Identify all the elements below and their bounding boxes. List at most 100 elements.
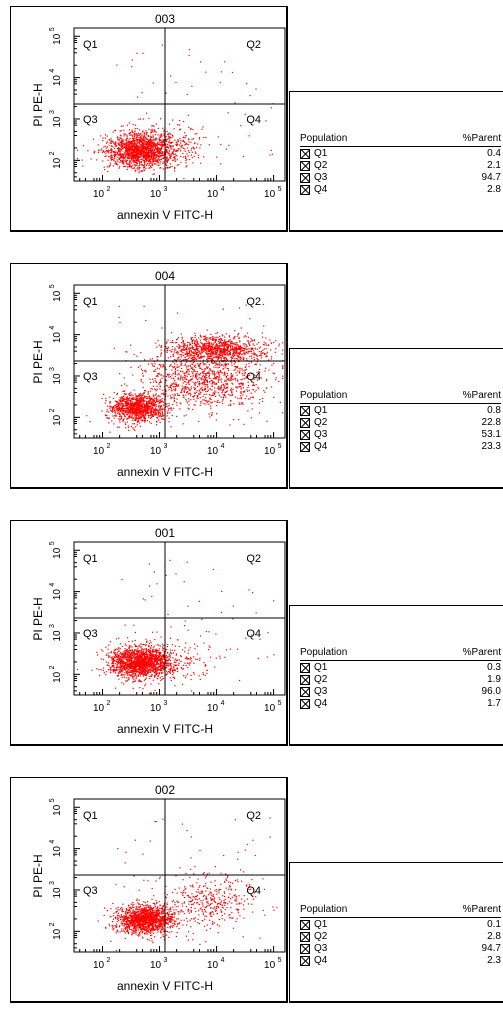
stats-header: Population %Parent <box>300 390 501 404</box>
population-percent: 0.3 <box>487 662 501 673</box>
stats-row: Q2 2.1 <box>300 160 501 172</box>
x-tick-exponent: 5 <box>278 443 282 450</box>
x-tick-label: 10 <box>150 189 162 200</box>
quadrant-label-q2: Q2 <box>246 296 261 308</box>
y-tick-exponent: 4 <box>49 69 56 73</box>
plot-title: 001 <box>155 526 175 540</box>
population-percent: 94.7 <box>481 943 501 954</box>
y-tick-exponent: 4 <box>49 583 56 587</box>
population-name: Q4 <box>314 441 328 452</box>
population-checkbox[interactable] <box>300 956 310 966</box>
x-tick-label: 10 <box>207 189 219 200</box>
event-dots <box>97 817 278 952</box>
population-checkbox[interactable] <box>300 944 310 954</box>
x-tick-label: 10 <box>264 189 276 200</box>
stats-header: Population %Parent <box>300 647 501 661</box>
population-percent: 0.8 <box>487 405 501 416</box>
population-checkbox[interactable] <box>300 442 310 452</box>
y-tick-exponent: 2 <box>49 408 56 412</box>
x-tick-label: 10 <box>207 446 219 457</box>
stats-header: Population %Parent <box>300 904 501 918</box>
population-checkbox[interactable] <box>300 406 310 416</box>
x-tick-label: 10 <box>93 703 105 714</box>
parent-header: %Parent <box>462 647 501 658</box>
x-tick-exponent: 2 <box>107 443 111 450</box>
quadrant-label-q3: Q3 <box>83 114 98 126</box>
population-name: Q2 <box>314 160 328 171</box>
x-tick-exponent: 5 <box>278 186 282 193</box>
quadrant-label-q2: Q2 <box>246 553 261 565</box>
x-tick-exponent: 4 <box>221 443 225 450</box>
population-name: Q1 <box>314 662 328 673</box>
population-checkbox[interactable] <box>300 430 310 440</box>
population-percent: 0.1 <box>487 919 501 930</box>
parent-header: %Parent <box>462 390 501 401</box>
parent-header: %Parent <box>462 133 501 144</box>
quadrant-label-q2: Q2 <box>246 810 261 822</box>
x-tick-label: 10 <box>207 960 219 971</box>
population-percent: 1.9 <box>487 674 501 685</box>
stats-table: Population %Parent Q1 0.1 Q2 2.8 Q3 94.7 Q4 2.3 <box>289 862 503 1003</box>
dot-plot: 003 Q1 Q2 Q3 Q4 10 2 10 3 10 4 10 5 10 2 10 3 10 4 10 5 annex… <box>10 6 288 232</box>
y-tick-label: 10 <box>52 928 63 940</box>
population-checkbox[interactable] <box>300 699 310 709</box>
y-tick-label: 10 <box>52 75 63 87</box>
quadrant-label-q4: Q4 <box>246 371 261 383</box>
x-axis-label: annexin V FITC-H <box>117 979 213 993</box>
event-dots <box>86 303 284 433</box>
x-tick-exponent: 2 <box>107 186 111 193</box>
x-tick-label: 10 <box>93 960 105 971</box>
x-tick-exponent: 4 <box>221 700 225 707</box>
population-header: Population <box>300 133 348 144</box>
y-axis-label: PI PE-H <box>31 854 45 897</box>
stats-row: Q1 0.4 <box>300 148 501 160</box>
population-checkbox[interactable] <box>300 920 310 930</box>
flow-panel: 002 Q1 Q2 Q3 Q4 10 2 10 3 10 4 10 5 10 2 10 3 10 4 10 5 annex… <box>0 771 503 1008</box>
parent-header: %Parent <box>462 904 501 915</box>
y-tick-label: 10 <box>52 547 63 559</box>
population-checkbox[interactable] <box>300 675 310 685</box>
axis-ticks <box>74 806 275 952</box>
axis-ticks <box>74 292 275 438</box>
quadrant-label-q1: Q1 <box>83 810 98 822</box>
quadrant-label-q1: Q1 <box>83 553 98 565</box>
x-tick-label: 10 <box>93 189 105 200</box>
quadrant-label-q2: Q2 <box>246 39 261 51</box>
y-tick-label: 10 <box>52 332 63 344</box>
stats-row: Q4 1.7 <box>300 698 501 710</box>
population-checkbox[interactable] <box>300 185 310 195</box>
population-name: Q3 <box>314 943 328 954</box>
population-checkbox[interactable] <box>300 663 310 673</box>
population-percent: 53.1 <box>481 429 501 440</box>
population-checkbox[interactable] <box>300 418 310 428</box>
y-tick-exponent: 5 <box>49 27 56 31</box>
population-checkbox[interactable] <box>300 932 310 942</box>
population-percent: 2.8 <box>487 184 501 195</box>
y-tick-label: 10 <box>52 373 63 385</box>
x-tick-label: 10 <box>264 446 276 457</box>
population-checkbox[interactable] <box>300 149 310 159</box>
population-name: Q2 <box>314 931 328 942</box>
population-name: Q1 <box>314 148 328 159</box>
y-tick-label: 10 <box>52 290 63 302</box>
population-name: Q1 <box>314 405 328 416</box>
y-tick-label: 10 <box>52 887 63 899</box>
stats-row: Q1 0.1 <box>300 919 501 931</box>
population-checkbox[interactable] <box>300 687 310 697</box>
x-axis-label: annexin V FITC-H <box>117 722 213 736</box>
population-checkbox[interactable] <box>300 173 310 183</box>
population-header: Population <box>300 647 348 658</box>
x-tick-label: 10 <box>264 960 276 971</box>
population-percent: 94.7 <box>481 172 501 183</box>
x-tick-exponent: 2 <box>107 700 111 707</box>
x-tick-exponent: 3 <box>164 700 168 707</box>
population-header: Population <box>300 390 348 401</box>
population-percent: 0.4 <box>487 148 501 159</box>
stats-row: Q4 2.8 <box>300 184 501 196</box>
stats-row: Q2 22.8 <box>300 417 501 429</box>
y-tick-exponent: 3 <box>49 367 56 371</box>
population-name: Q2 <box>314 674 328 685</box>
population-checkbox[interactable] <box>300 161 310 171</box>
